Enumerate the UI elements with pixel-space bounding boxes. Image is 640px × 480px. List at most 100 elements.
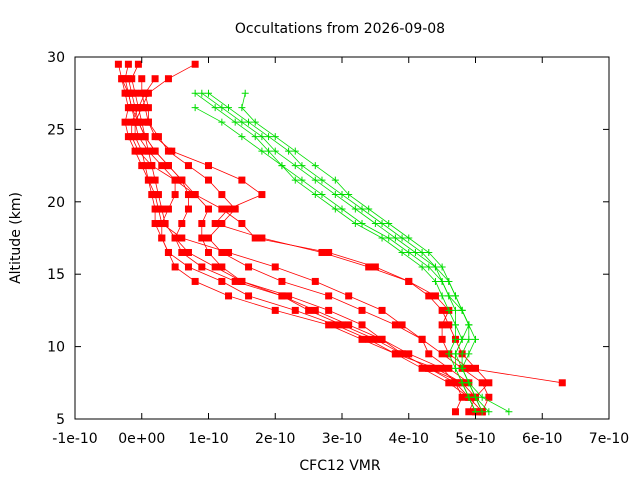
data-point xyxy=(225,205,233,213)
data-point xyxy=(405,234,413,242)
data-point xyxy=(478,379,486,387)
data-point xyxy=(171,176,179,184)
data-point xyxy=(178,176,186,184)
data-point xyxy=(298,162,306,170)
x-tick-label: 4e-10 xyxy=(389,431,429,447)
data-point xyxy=(211,263,219,271)
data-point xyxy=(141,162,149,170)
data-point xyxy=(325,306,333,314)
data-point xyxy=(331,205,339,213)
data-point xyxy=(438,306,446,314)
data-point xyxy=(211,220,219,228)
data-point xyxy=(164,248,172,256)
data-point xyxy=(151,133,159,141)
data-point xyxy=(191,60,199,68)
data-point xyxy=(465,379,473,387)
data-point xyxy=(411,248,419,256)
data-point xyxy=(338,205,346,213)
data-point xyxy=(218,191,226,199)
data-point xyxy=(398,248,406,256)
data-point xyxy=(151,220,159,228)
data-point xyxy=(311,306,319,314)
data-point xyxy=(128,104,136,112)
series-line xyxy=(134,63,483,412)
data-point xyxy=(385,234,393,242)
data-point xyxy=(451,408,459,416)
data-point xyxy=(191,277,199,285)
data-point xyxy=(425,263,433,271)
data-point xyxy=(338,321,346,329)
data-point xyxy=(151,176,159,184)
data-point xyxy=(158,162,166,170)
data-point xyxy=(485,393,493,401)
data-point xyxy=(171,263,179,271)
data-point xyxy=(271,306,279,314)
data-point xyxy=(472,393,479,401)
data-point xyxy=(205,162,212,170)
data-point xyxy=(485,408,493,416)
data-point xyxy=(451,335,459,343)
data-point xyxy=(451,292,459,300)
data-point xyxy=(278,162,286,170)
data-point xyxy=(218,104,226,112)
data-point xyxy=(391,234,399,242)
data-point xyxy=(345,191,353,199)
x-tick-label: -1e-10 xyxy=(52,431,97,447)
data-point xyxy=(425,292,433,300)
data-point xyxy=(178,234,186,242)
data-point xyxy=(184,191,192,199)
data-point xyxy=(128,133,136,141)
data-point xyxy=(231,118,239,126)
data-point xyxy=(291,147,299,155)
x-tick-label: 1e-10 xyxy=(188,431,228,447)
data-point xyxy=(325,321,333,329)
data-point xyxy=(371,335,379,343)
data-point xyxy=(418,263,426,271)
data-point xyxy=(351,205,359,213)
data-point xyxy=(445,350,453,358)
data-point xyxy=(241,89,249,97)
series-line xyxy=(241,93,483,412)
data-point xyxy=(458,335,466,343)
data-point xyxy=(158,220,166,228)
data-point xyxy=(438,277,446,285)
data-point xyxy=(365,263,373,271)
data-point xyxy=(318,191,326,199)
series-line xyxy=(121,78,476,412)
data-point xyxy=(418,335,426,343)
data-point xyxy=(505,408,513,416)
data-point xyxy=(144,104,152,112)
data-point xyxy=(371,263,379,271)
data-point xyxy=(351,220,359,228)
data-point xyxy=(325,292,333,300)
data-point xyxy=(121,75,129,83)
data-point xyxy=(134,147,142,155)
y-tick-label: 25 xyxy=(47,122,65,138)
data-point xyxy=(251,234,259,242)
data-point xyxy=(205,248,212,256)
data-point xyxy=(331,321,339,329)
data-point xyxy=(472,335,479,343)
data-point xyxy=(451,350,459,358)
y-tick-label: 20 xyxy=(47,195,65,211)
data-point xyxy=(438,263,446,271)
data-point xyxy=(405,350,413,358)
data-point xyxy=(358,306,366,314)
data-point xyxy=(238,176,246,184)
data-point xyxy=(431,277,439,285)
data-point xyxy=(445,321,453,329)
data-point xyxy=(398,321,406,329)
data-point xyxy=(158,234,166,242)
data-point xyxy=(211,104,219,112)
data-point xyxy=(325,248,333,256)
x-tick-label: 5e-10 xyxy=(455,431,495,447)
data-point xyxy=(445,379,453,387)
data-point xyxy=(358,220,366,228)
data-point xyxy=(198,89,206,97)
data-point xyxy=(218,248,226,256)
data-point xyxy=(271,263,279,271)
y-tick-label: 5 xyxy=(56,412,65,428)
data-point xyxy=(478,408,486,416)
data-point xyxy=(345,321,353,329)
x-axis-label: CFC12 VMR xyxy=(299,458,381,474)
